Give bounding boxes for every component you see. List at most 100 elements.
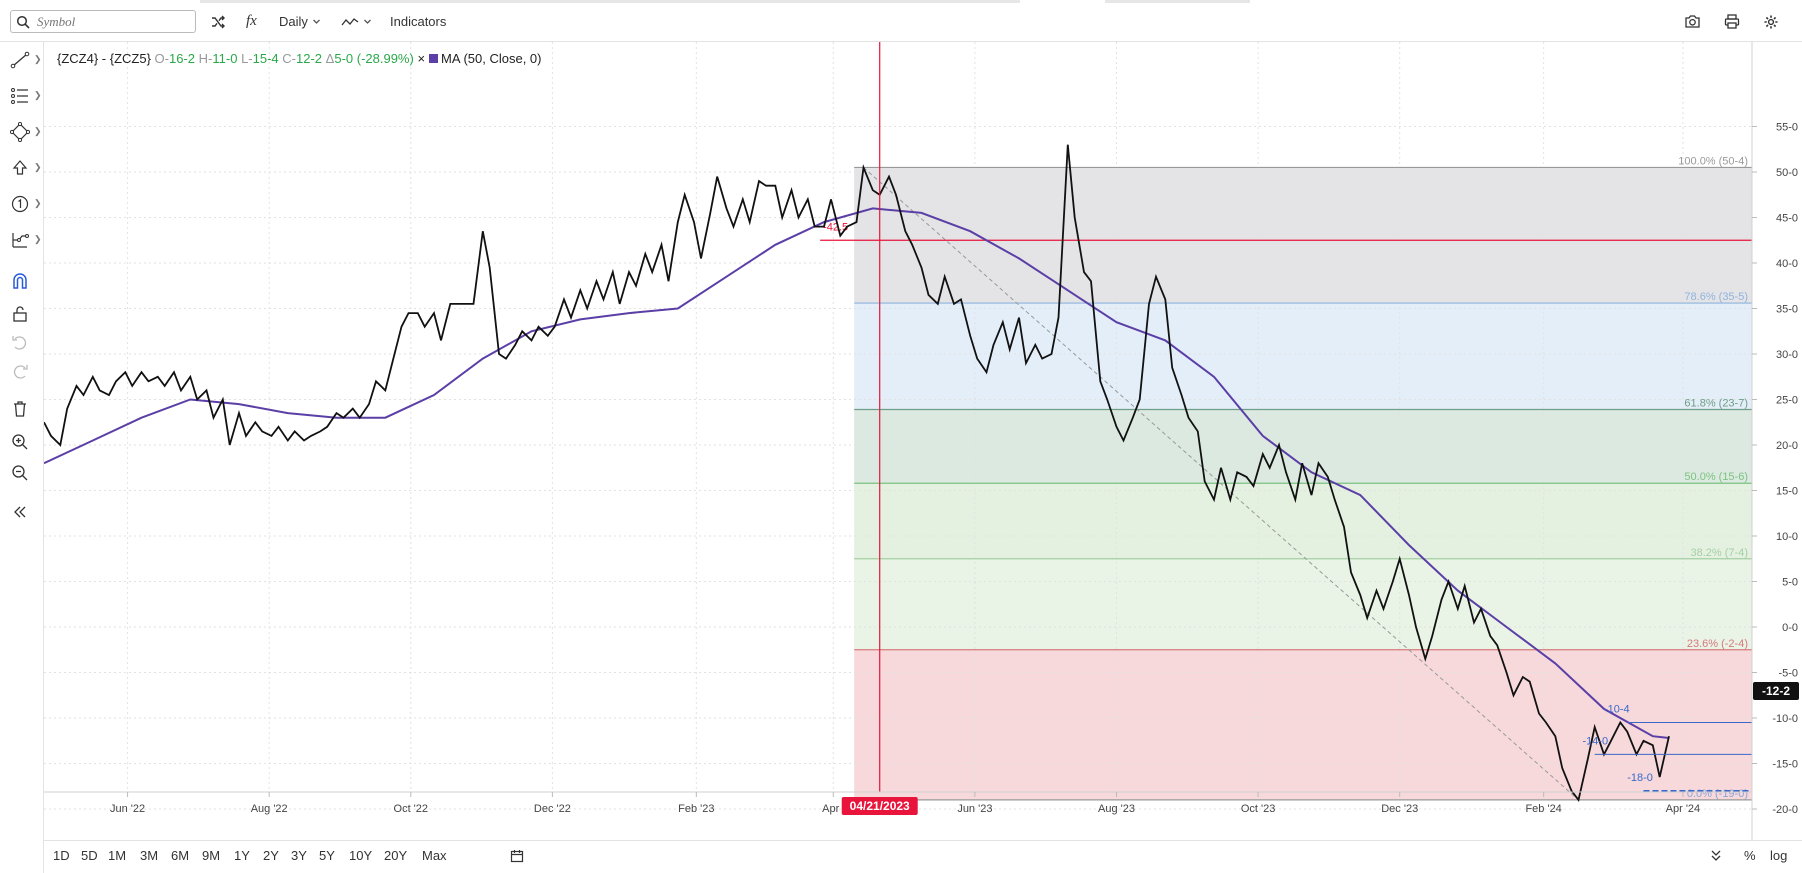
- chevron-right-icon: ❯: [34, 198, 42, 208]
- trash-icon: [14, 401, 26, 417]
- print-icon: [1724, 14, 1740, 29]
- interval-dropdown[interactable]: Daily: [279, 10, 321, 33]
- fib-level-label: 100.0% (50-4): [1678, 155, 1748, 167]
- moving-average-line[interactable]: [44, 207, 1670, 739]
- legend-high-value: 11-0: [212, 51, 238, 66]
- legend-low-label: L-: [241, 51, 253, 66]
- print-button[interactable]: [1724, 10, 1740, 33]
- search-icon: [16, 15, 30, 29]
- x-axis: Jun '22 Aug '22 Oct '22 Dec '22 Feb '23 Apr '…: [110, 792, 1700, 815]
- collapse-panel-button[interactable]: [10, 502, 40, 524]
- chevron-right-icon: ❯: [34, 90, 42, 100]
- legend-symbol: {ZCZ4} - {ZCZ5}: [57, 51, 151, 66]
- symbol-search-box[interactable]: [10, 10, 196, 33]
- range-button-20y[interactable]: 20Y: [384, 848, 408, 863]
- chart-type-dropdown[interactable]: [341, 10, 372, 33]
- indicators-label: Indicators: [390, 14, 447, 29]
- crosshair-date-bg: [841, 797, 918, 815]
- zoom-in-icon: [12, 434, 28, 450]
- indicators-button[interactable]: Indicators: [390, 10, 446, 33]
- redo-button[interactable]: [10, 362, 40, 384]
- fibonacci-icon: [11, 88, 28, 104]
- settings-button[interactable]: [1763, 10, 1779, 33]
- fibonacci-tool[interactable]: ❯: [10, 86, 42, 108]
- range-bar: 1D 5D 1M 3M 6M 9M 1Y 2Y 3Y 5Y 10Y 20Y Max % log: [44, 840, 1802, 873]
- range-button-max[interactable]: Max: [422, 848, 447, 863]
- trendline-icon: [10, 51, 30, 69]
- zoom-in-button[interactable]: [10, 432, 40, 454]
- last-price-tag: -12-2: [1753, 682, 1799, 700]
- date-range-picker-button[interactable]: [510, 849, 524, 866]
- lock-drawings-button[interactable]: [10, 304, 40, 326]
- fib-zone: [854, 409, 1752, 484]
- compare-button[interactable]: [210, 10, 226, 33]
- line-chart-icon: [341, 17, 359, 25]
- delete-drawings-button[interactable]: [10, 399, 40, 421]
- remove-indicator-button[interactable]: ×: [417, 51, 426, 66]
- shapes-tool[interactable]: ❯: [10, 122, 42, 144]
- chevron-down-icon: [364, 19, 371, 24]
- price-line[interactable]: [44, 144, 1670, 802]
- arrow-tool[interactable]: ❯: [10, 158, 42, 180]
- range-button-1d[interactable]: 1D: [53, 848, 70, 863]
- fib-zone: [854, 167, 1752, 304]
- collapse-range-button[interactable]: [1710, 848, 1722, 865]
- camera-icon: [1685, 15, 1700, 28]
- y-tick-label: -20-0: [1772, 804, 1798, 816]
- undo-button[interactable]: [10, 333, 40, 355]
- x-tick-label: Dec '22: [534, 803, 571, 815]
- range-button-1m[interactable]: 1M: [108, 848, 127, 863]
- trendline-tool[interactable]: ❯: [10, 50, 42, 72]
- magnet-mode-button[interactable]: [10, 271, 40, 293]
- x-tick-label: Aug '22: [251, 803, 288, 815]
- numbered-circle-icon: [11, 195, 29, 213]
- chevron-right-icon: ❯: [34, 162, 42, 172]
- calendar-icon: [510, 850, 524, 863]
- y-tick-label: -15-0: [1772, 759, 1798, 771]
- range-button-2y[interactable]: 2Y: [263, 848, 279, 863]
- gear-icon: [1764, 15, 1778, 28]
- y-tick-label: 30-0: [1776, 349, 1798, 361]
- range-button-10y[interactable]: 10Y: [349, 848, 373, 863]
- x-tick-label: Dec '23: [1381, 803, 1418, 815]
- range-button-5d[interactable]: 5D: [81, 848, 98, 863]
- zoom-out-button[interactable]: [10, 463, 40, 485]
- arrow-up-icon: [12, 160, 28, 175]
- x-tick-label: Apr ': [822, 803, 844, 815]
- fib-zone: [854, 558, 1752, 650]
- range-button-3y[interactable]: 3Y: [291, 848, 307, 863]
- snapshot-button[interactable]: [1684, 10, 1701, 33]
- range-button-6m[interactable]: 6M: [171, 848, 190, 863]
- fib-zone: [854, 483, 1752, 559]
- legend-close-label: C-: [282, 51, 296, 66]
- measure-tool[interactable]: ❯: [10, 230, 42, 252]
- annotation-tool[interactable]: ❯: [10, 194, 42, 216]
- y-tick-label: 10-0: [1776, 531, 1798, 543]
- magnet-icon: [13, 273, 27, 289]
- crosshair-date-label: 04/21/2023: [850, 799, 910, 813]
- price-chart[interactable]: 100.0% (50-4) 78.6% (35-5) 61.8% (23-7) 50.…: [44, 42, 1802, 840]
- interval-label: Daily: [279, 14, 308, 29]
- log-scale-toggle[interactable]: log: [1770, 848, 1788, 863]
- range-button-5y[interactable]: 5Y: [319, 848, 335, 863]
- formula-button[interactable]: fx: [246, 10, 257, 33]
- legend-change-label: Δ: [325, 51, 335, 66]
- fibonacci-trend-line[interactable]: [863, 167, 1579, 801]
- range-button-9m[interactable]: 9M: [202, 848, 221, 863]
- range-button-3m[interactable]: 3M: [140, 848, 159, 863]
- chevron-right-icon: ❯: [34, 234, 42, 244]
- y-tick-label: -5-0: [1778, 668, 1798, 680]
- legend-ma-label[interactable]: MA (50, Close, 0): [441, 51, 542, 66]
- y-tick-label: 0-0: [1782, 622, 1798, 634]
- vertical-gridlines: [127, 42, 1684, 792]
- range-button-1y[interactable]: 1Y: [234, 848, 250, 863]
- legend-high-label: H-: [198, 51, 213, 66]
- redo-icon: [13, 365, 28, 379]
- last-price-label: -12-2: [1762, 684, 1790, 698]
- symbol-search-input[interactable]: [37, 13, 187, 30]
- percent-scale-toggle[interactable]: %: [1744, 848, 1756, 863]
- top-scrollbar-track: [200, 0, 1020, 3]
- price-annotations: -10-4 -14-0 -18-0: [1582, 704, 1752, 792]
- undo-icon: [12, 336, 27, 350]
- annotation-label: -18-0: [1627, 772, 1653, 784]
